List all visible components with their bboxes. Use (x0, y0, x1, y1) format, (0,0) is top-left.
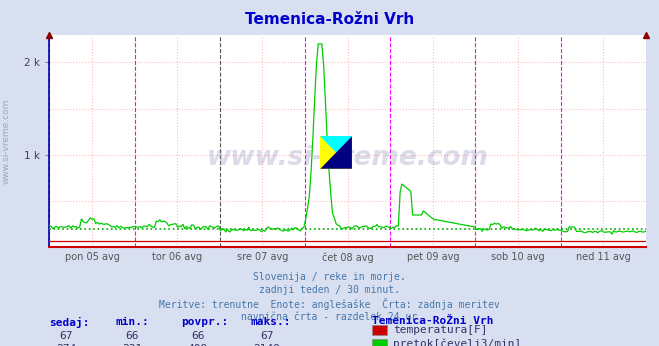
Text: min.:: min.: (115, 317, 149, 327)
Text: Temenica-RoŽni Vrh: Temenica-RoŽni Vrh (372, 316, 494, 326)
Text: pretok[čevelj3/min]: pretok[čevelj3/min] (393, 338, 522, 346)
Text: navpična črta - razdelek 24 ur: navpična črta - razdelek 24 ur (241, 311, 418, 321)
Text: 274: 274 (56, 344, 76, 346)
Text: 2149: 2149 (254, 344, 280, 346)
Text: 67: 67 (260, 331, 273, 341)
Text: maks.:: maks.: (250, 317, 291, 327)
Text: 66: 66 (191, 331, 204, 341)
Text: Slovenija / reke in morje.: Slovenija / reke in morje. (253, 272, 406, 282)
Text: 409: 409 (188, 344, 208, 346)
Polygon shape (320, 136, 352, 169)
Text: 67: 67 (59, 331, 72, 341)
Bar (320, 136, 352, 169)
Polygon shape (320, 136, 352, 169)
Text: povpr.:: povpr.: (181, 317, 229, 327)
Text: sedaj:: sedaj: (49, 317, 90, 328)
Text: www.si-vreme.com: www.si-vreme.com (207, 145, 488, 171)
Text: temperatura[F]: temperatura[F] (393, 325, 488, 335)
Text: 231: 231 (122, 344, 142, 346)
Text: zadnji teden / 30 minut.: zadnji teden / 30 minut. (259, 285, 400, 295)
Text: Temenica-Rožni Vrh: Temenica-Rožni Vrh (245, 12, 414, 27)
Text: 66: 66 (125, 331, 138, 341)
Text: Meritve: trenutne  Enote: anglešaške  Črta: zadnja meritev: Meritve: trenutne Enote: anglešaške Črta… (159, 298, 500, 310)
Text: www.si-vreme.com: www.si-vreme.com (2, 98, 11, 184)
